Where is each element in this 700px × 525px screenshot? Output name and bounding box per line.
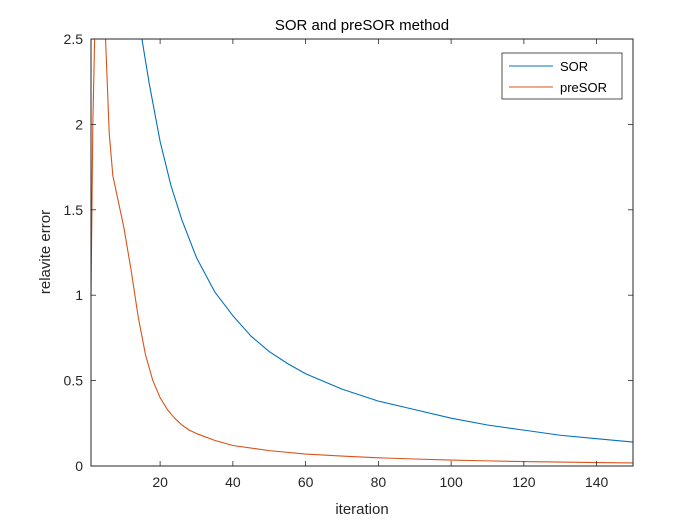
- legend-label-presor: preSOR: [560, 80, 607, 95]
- x-tick-label: 120: [512, 474, 536, 490]
- x-tick-label: 80: [371, 474, 387, 490]
- y-tick-label: 0: [75, 458, 83, 474]
- y-tick-label: 2.5: [64, 31, 84, 47]
- plot-area-frame: [90, 38, 634, 467]
- legend: SOR preSOR: [501, 52, 623, 100]
- y-tick-label: 0.5: [64, 373, 84, 389]
- y-tick-label: 1: [75, 287, 83, 303]
- x-tick-label: 140: [585, 474, 609, 490]
- legend-label-sor: SOR: [560, 59, 588, 74]
- y-tick-label: 2: [75, 116, 83, 132]
- plot-area-background: [91, 39, 633, 466]
- axis-ticks: 20 40 60 80 100 120 140 0 0.5 1 1.5 2 2.5: [64, 31, 633, 490]
- y-axis-label: relavite error: [37, 210, 54, 294]
- x-tick-label: 100: [439, 474, 463, 490]
- x-tick-label: 40: [225, 474, 241, 490]
- legend-box: [501, 52, 623, 100]
- x-tick-label: 60: [298, 474, 314, 490]
- x-axis-label: iteration: [335, 501, 388, 518]
- x-tick-label: 20: [152, 474, 168, 490]
- chart-title: SOR and preSOR method: [275, 17, 449, 34]
- y-tick-label: 1.5: [64, 202, 84, 218]
- series-line-sor: [141, 38, 634, 443]
